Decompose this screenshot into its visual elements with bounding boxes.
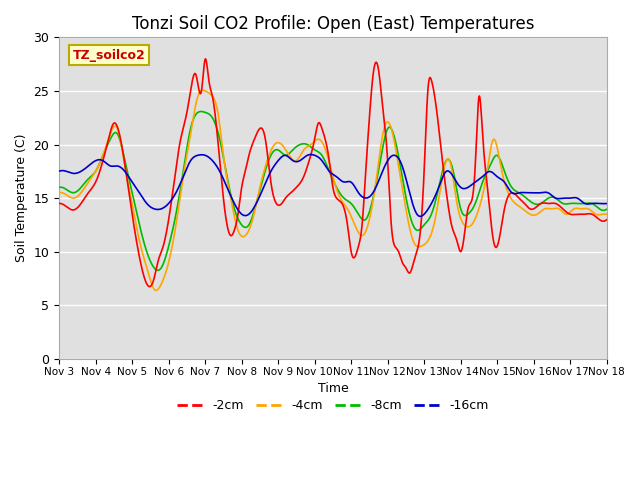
Y-axis label: Soil Temperature (C): Soil Temperature (C) bbox=[15, 134, 28, 263]
Text: TZ_soilco2: TZ_soilco2 bbox=[73, 48, 145, 61]
Title: Tonzi Soil CO2 Profile: Open (East) Temperatures: Tonzi Soil CO2 Profile: Open (East) Temp… bbox=[132, 15, 534, 33]
Legend: -2cm, -4cm, -8cm, -16cm: -2cm, -4cm, -8cm, -16cm bbox=[172, 394, 493, 417]
X-axis label: Time: Time bbox=[317, 382, 348, 395]
